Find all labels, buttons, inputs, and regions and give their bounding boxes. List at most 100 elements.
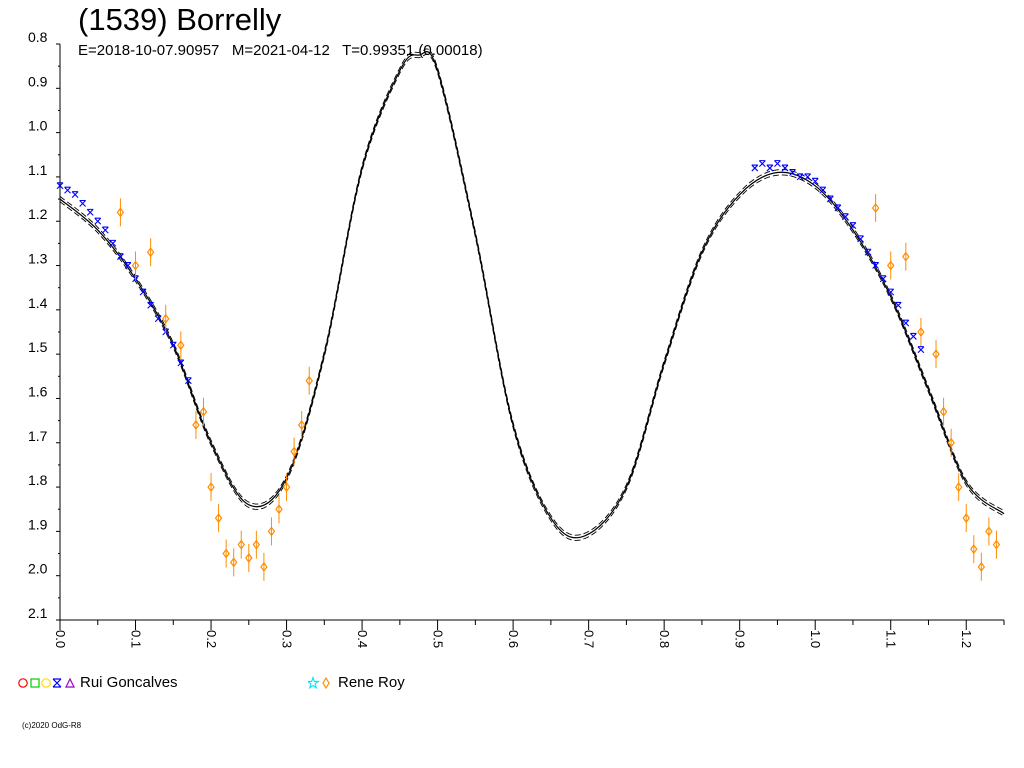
data-point (237, 539, 245, 550)
data-point (985, 526, 993, 537)
x-tick-label: 0.5 (431, 630, 446, 648)
data-point (177, 359, 185, 367)
data-point (886, 260, 895, 271)
chart-subtitle: E=2018-10-07.90957 M=2021-04-12 T=0.9935… (78, 42, 483, 59)
fit-curves (59, 48, 1005, 541)
data-point (842, 213, 849, 221)
x-tick-label: 0.1 (129, 630, 144, 648)
data-point (79, 199, 87, 207)
data-point (147, 301, 155, 309)
data-point (146, 247, 155, 258)
x-tick-label: 0.4 (355, 630, 370, 648)
data-point (177, 340, 185, 351)
x-tick-label: 0.9 (733, 630, 748, 648)
data-point (109, 239, 117, 247)
data-point (992, 539, 1001, 550)
data-point (789, 168, 796, 176)
data-point (94, 217, 102, 225)
data-point (131, 260, 140, 271)
data-point (857, 235, 864, 243)
data-point (879, 275, 887, 283)
data-point (161, 313, 170, 324)
data-point (864, 248, 872, 256)
data-point (297, 420, 306, 431)
y-tick-label: 2.1 (28, 605, 48, 621)
x-tick-label: 0.2 (204, 630, 219, 648)
legend-markers-icon (308, 676, 330, 690)
copyright-note: (c)2020 OdG-R8 (22, 721, 82, 730)
y-tick-label: 1.2 (28, 206, 48, 222)
y-tick-label: 0.9 (28, 73, 48, 89)
data-point (64, 186, 71, 194)
data-point (962, 513, 970, 524)
x-tick-label: 0.8 (657, 630, 672, 648)
data-point (139, 288, 147, 296)
data-point (894, 301, 902, 309)
legend-entry-rui-goncalves: Rui Goncalves (18, 674, 178, 692)
x-tick-label: 1.1 (884, 630, 899, 648)
data-point (305, 375, 313, 386)
data-point (902, 251, 910, 262)
data-point (826, 195, 834, 203)
y-tick-label: 2.0 (28, 561, 48, 577)
x-tick-label: 0.6 (506, 630, 521, 648)
data-point (970, 544, 978, 555)
y-tick-label: 1.9 (28, 516, 48, 532)
data-point (811, 177, 819, 185)
data-point (101, 226, 109, 234)
fit-curve (59, 51, 1005, 539)
data-point (902, 319, 910, 327)
data-point (917, 346, 925, 354)
data-point (834, 204, 842, 212)
y-tick-label: 1.5 (28, 339, 48, 355)
data-point (86, 208, 94, 216)
data-point (939, 406, 948, 417)
data-point (169, 341, 177, 349)
data-point (229, 557, 238, 568)
data-point (758, 160, 766, 168)
data-point (872, 261, 880, 269)
data-point (766, 164, 774, 172)
y-tick-label: 1.1 (28, 162, 48, 178)
data-point (260, 561, 268, 572)
y-tick-label: 1.8 (28, 472, 48, 488)
data-point (192, 420, 200, 431)
data-point (781, 164, 789, 172)
fit-curve-upper (59, 48, 1005, 536)
fit-curve-lower (59, 53, 1005, 541)
x-tick-label: 1.2 (959, 630, 974, 648)
data-point (116, 207, 125, 218)
data-point (222, 548, 230, 559)
data-point (214, 513, 223, 524)
data-point (199, 406, 208, 417)
y-tick-label: 0.8 (28, 29, 48, 45)
y-tick-label: 1.6 (28, 383, 48, 399)
y-tick-label: 1.4 (28, 295, 48, 311)
chart-title: (1539) Borrelly (78, 2, 282, 37)
plot-axes: 0.8 0.9 1.0 1.1 1.2 1.3 1.4 1.5 1.6 1.7 1.8 1.9 2.0 2… (28, 29, 1005, 648)
data-point (154, 315, 162, 323)
data-point (184, 377, 192, 385)
legend-entry-rene-roy: Rene Roy (308, 674, 405, 692)
x-tick-label: 0.0 (53, 630, 68, 648)
data-point (819, 186, 827, 194)
data-point (849, 222, 857, 230)
data-point (954, 482, 963, 493)
y-tick-label: 1.3 (28, 251, 48, 267)
legend-label: Rene Roy (338, 674, 405, 691)
legend-markers-icon (18, 677, 75, 688)
y-tick-label: 1.7 (28, 428, 48, 444)
data-point (282, 482, 291, 493)
data-point (71, 191, 79, 199)
legend-label: Rui Goncalves (80, 674, 178, 691)
data-point (796, 173, 804, 181)
data-point (917, 327, 925, 337)
data-point (947, 437, 955, 448)
x-tick-label: 0.3 (280, 630, 295, 648)
data-point (804, 173, 812, 181)
x-tick-label: 0.7 (582, 630, 597, 648)
data-point (267, 526, 276, 537)
data-point (124, 261, 132, 269)
data-point (977, 561, 986, 572)
